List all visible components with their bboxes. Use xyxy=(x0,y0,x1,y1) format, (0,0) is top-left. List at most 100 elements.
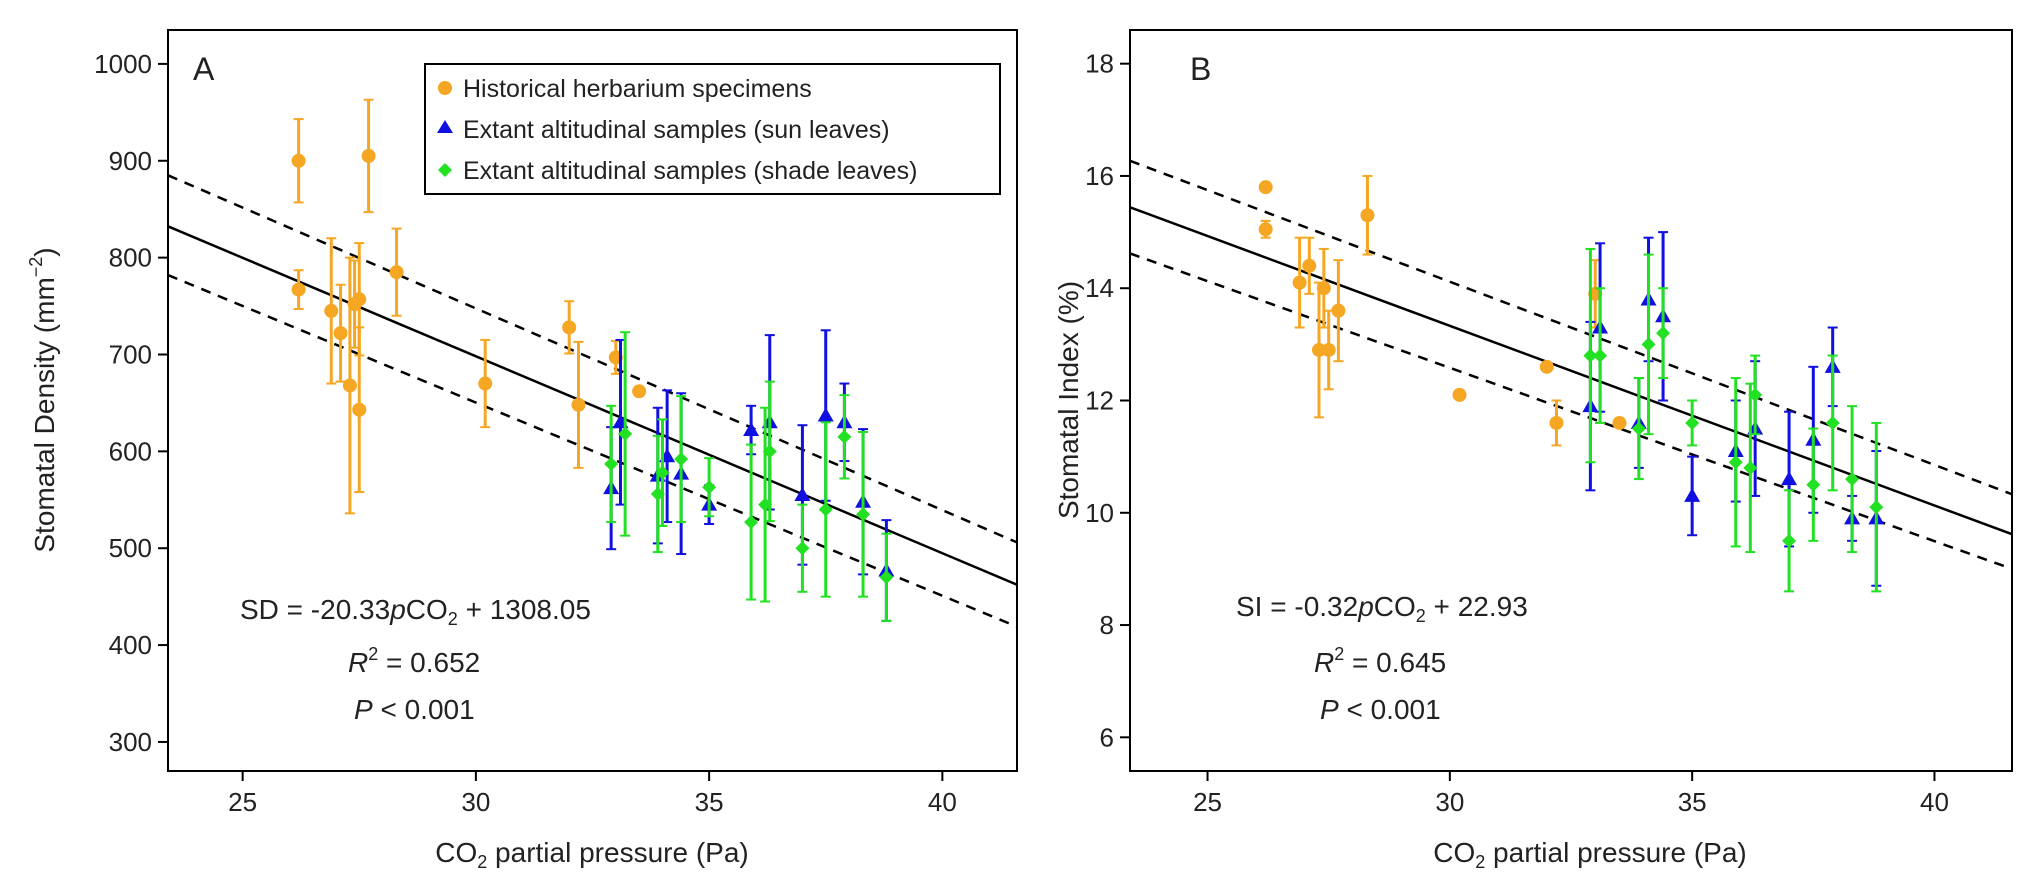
panel-a-y-axis-title: Stomatal Density (mm−2) xyxy=(26,247,60,552)
panel-a-diamond-point xyxy=(655,418,670,527)
panel-a-diamond-point xyxy=(702,457,717,518)
panel-a-y-tick-label: 900 xyxy=(109,146,152,176)
panel-a-ci-lower xyxy=(167,273,1018,628)
marker xyxy=(818,502,833,517)
marker xyxy=(1258,180,1273,195)
panel-a-circle-point xyxy=(361,98,376,214)
marker xyxy=(604,456,619,471)
panel-a-axes: 25 30 35 40 300 400 500 600 700 800 900 1000 xyxy=(94,49,957,817)
marker xyxy=(655,465,670,480)
marker xyxy=(361,148,376,163)
panel-b-y-axis-title: Stomatal Index (%) xyxy=(1053,281,1084,519)
panel-a-y-tick-label: 500 xyxy=(109,533,152,563)
panel-a-p-value: P < 0.001 xyxy=(354,694,475,725)
legend-label-shade: Extant altitudinal samples (shade leaves… xyxy=(463,157,917,185)
panel-b-p-value: P < 0.001 xyxy=(1320,694,1441,725)
panel-a: 25 30 35 40 300 400 500 600 700 800 900 1000 A Hist… xyxy=(26,29,1018,872)
panel-b-y-tick-label: 6 xyxy=(1100,722,1114,752)
panel-b-y-tick-label: 12 xyxy=(1085,386,1114,416)
marker xyxy=(571,397,586,412)
marker xyxy=(1360,208,1375,223)
marker xyxy=(1312,342,1326,357)
panel-b-x-tick-label: 30 xyxy=(1435,787,1464,817)
marker xyxy=(1549,415,1564,430)
panel-a-equation: SD = -20.33pCO2 + 1308.05 xyxy=(240,594,591,629)
panel-b-x-tick-label: 25 xyxy=(1193,787,1222,817)
marker xyxy=(702,480,717,495)
marker xyxy=(856,507,871,522)
panel-b-triangle-point xyxy=(1684,455,1701,537)
panel-b-diamond-point xyxy=(1593,287,1608,424)
panel-b-circle-point xyxy=(1612,415,1627,430)
panel-a-circle-point xyxy=(352,326,367,494)
legend-triangle-marker xyxy=(437,120,453,133)
marker xyxy=(1321,342,1336,357)
marker xyxy=(1845,472,1860,487)
panel-b-diamond-point xyxy=(1728,377,1743,548)
panel-a-x-tick-label: 40 xyxy=(928,787,957,817)
panel-b-circle-point xyxy=(1302,236,1317,295)
marker xyxy=(562,320,577,335)
legend-label-sun: Extant altitudinal samples (sun leaves) xyxy=(463,116,890,144)
panel-b-y-tick-label: 14 xyxy=(1085,273,1114,303)
marker xyxy=(1781,471,1798,486)
panel-b-frame xyxy=(1129,29,2013,772)
panel-a-y-tick-label: 700 xyxy=(109,339,152,369)
panel-b-r-squared: R2 = 0.645 xyxy=(1314,644,1446,678)
marker xyxy=(1539,359,1554,374)
marker xyxy=(795,541,810,556)
panel-a-y-tick-label: 1000 xyxy=(94,49,152,79)
marker xyxy=(478,376,493,391)
marker xyxy=(1685,415,1700,430)
panel-b-diamond-point xyxy=(1631,377,1646,481)
marker xyxy=(758,497,773,512)
marker xyxy=(1684,487,1701,502)
marker xyxy=(1583,348,1598,363)
panel-a-x-tick-label: 25 xyxy=(228,787,257,817)
panel-a-circle-point xyxy=(632,384,647,399)
marker xyxy=(1728,455,1743,470)
panel-b-diamond-point xyxy=(1743,382,1758,554)
panel-b-equation: SI = -0.32pCO2 + 22.93 xyxy=(1236,591,1528,626)
panel-b-label: B xyxy=(1190,51,1211,87)
panel-b-diamond-point xyxy=(1825,354,1840,492)
marker xyxy=(1869,500,1884,515)
panel-b-diamond-point xyxy=(1685,399,1700,447)
marker xyxy=(837,429,852,444)
panel-b-x-tick-label: 35 xyxy=(1678,787,1707,817)
panel-b-data-points xyxy=(1258,174,1885,593)
panel-a-y-tick-label: 400 xyxy=(109,630,152,660)
panel-b-circle-point xyxy=(1312,281,1326,419)
panel-b-diamond-point xyxy=(1641,253,1656,436)
panel-a-circle-point xyxy=(571,340,586,469)
panel-a-confidence-band xyxy=(167,174,1018,628)
marker xyxy=(1641,337,1656,352)
panel-a-circle-point xyxy=(324,237,339,385)
legend-box xyxy=(424,63,1001,195)
panel-b-y-tick-label: 18 xyxy=(1085,49,1114,79)
panel-b-diamond-point xyxy=(1782,489,1797,593)
panel-a-y-tick-label: 300 xyxy=(109,727,152,757)
marker xyxy=(1292,275,1307,290)
panel-b-diamond-point xyxy=(1806,427,1821,542)
panel-a-y-tick-label: 600 xyxy=(109,436,152,466)
marker xyxy=(618,426,633,441)
marker xyxy=(291,282,306,297)
panel-b-y-tick-label: 8 xyxy=(1100,610,1114,640)
marker xyxy=(1316,281,1331,296)
marker xyxy=(1782,533,1797,548)
panel-a-circle-point xyxy=(562,300,577,355)
marker xyxy=(632,384,647,399)
marker xyxy=(1258,222,1273,237)
panel-b-circle-point xyxy=(1539,359,1554,374)
marker xyxy=(1743,460,1758,475)
panel-b-confidence-band xyxy=(1129,159,2013,571)
panel-a-diamond-point xyxy=(795,503,810,593)
panel-b-diamond-point xyxy=(1845,405,1860,554)
panel-b-ci-lower xyxy=(1129,252,2013,571)
panel-a-diamond-point xyxy=(618,331,633,537)
panel-a-x-tick-label: 35 xyxy=(695,787,724,817)
panel-a-diamond-point xyxy=(818,421,833,598)
panel-a-diamond-point xyxy=(837,394,852,480)
panel-a-circle-point xyxy=(478,338,493,429)
